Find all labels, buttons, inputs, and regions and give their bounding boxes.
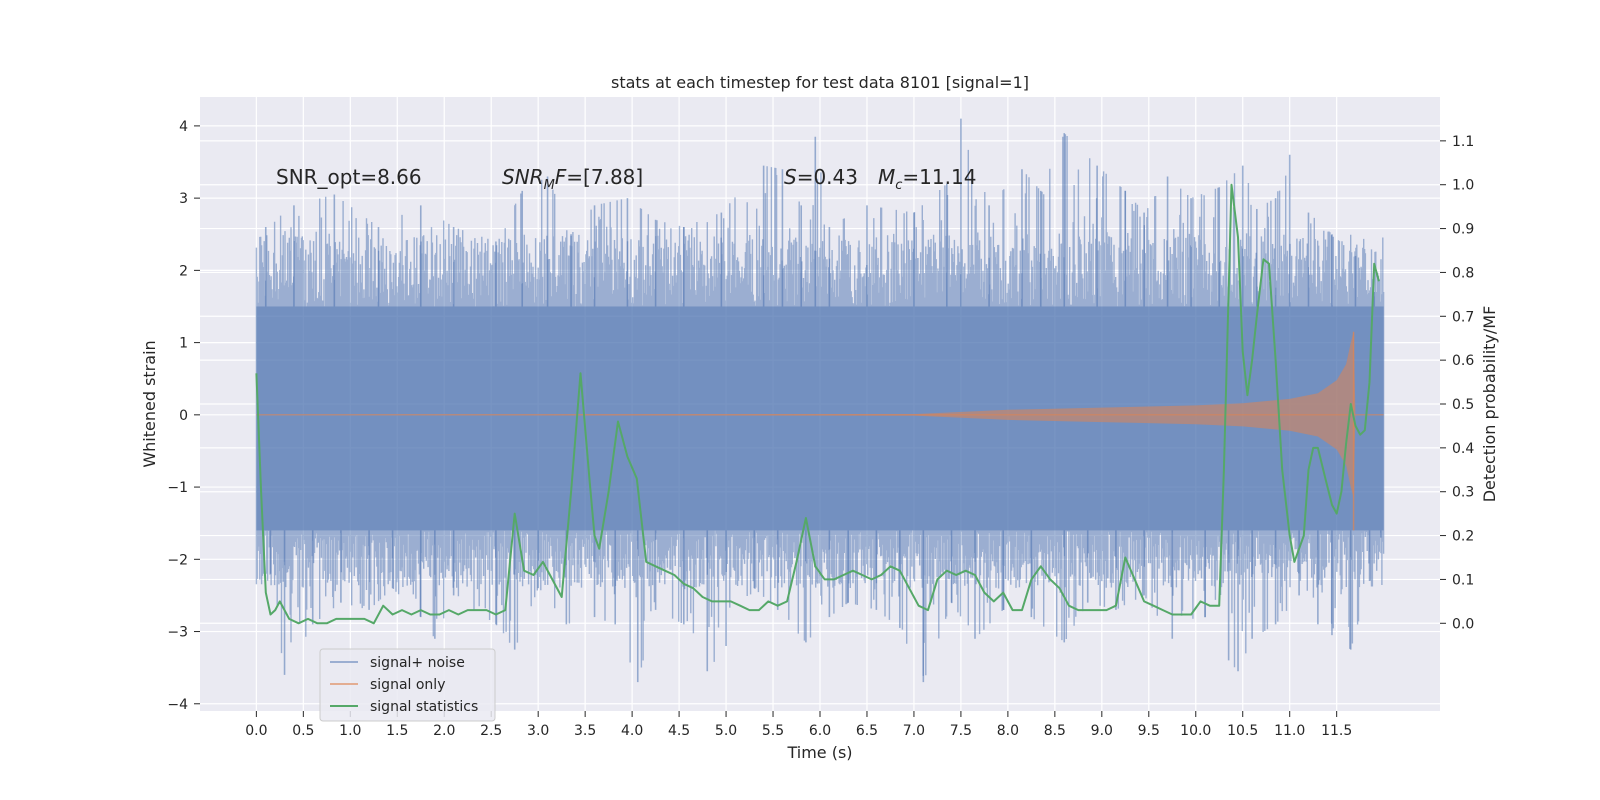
chart-title: stats at each timestep for test data 810…: [611, 73, 1029, 92]
snr-mf-value: =[7.88]: [566, 165, 643, 189]
x-tick-label: 2.5: [480, 723, 502, 739]
y-tick-label-left: 4: [179, 119, 188, 135]
x-tick-label: 9.5: [1138, 723, 1160, 739]
x-tick-label: 3.5: [574, 723, 596, 739]
annotation-snr-mf: SNRMF=[7.88]: [502, 165, 643, 193]
y-tick-label-right: 0.9: [1452, 222, 1474, 238]
legend-label-signal-only: signal only: [370, 677, 445, 693]
x-axis-ticks: 0.0 0.5 1.0 1.5 2.0 2.5 3.0 3.5 4.0 4.5 5.0 5.5 6.0 6…: [245, 711, 1352, 739]
y-tick-label-right: 0.0: [1452, 616, 1474, 632]
y-tick-label-left: −3: [167, 625, 188, 641]
x-tick-label: 5.0: [715, 723, 737, 739]
x-tick-label: 0.0: [245, 723, 267, 739]
y-tick-label-left: 2: [179, 263, 188, 279]
y-tick-label-right: 1.1: [1452, 134, 1474, 150]
signal-statistics-line: [255, 183, 1380, 625]
y-tick-label-right: 0.7: [1452, 309, 1474, 325]
legend-box: [319, 648, 496, 722]
x-tick-label: 6.5: [856, 723, 878, 739]
y-tick-label-right: 0.2: [1452, 529, 1474, 545]
annotation-snr-opt: SNR_opt=8.66: [276, 165, 422, 189]
y-tick-label-right: 0.6: [1452, 353, 1474, 369]
legend: signal+ noise signal only signal statist…: [319, 648, 496, 722]
snr-mf-tail: F: [555, 165, 567, 189]
y-tick-label-right: 0.8: [1452, 265, 1474, 281]
signal-only-series: [256, 331, 1384, 531]
x-tick-label: 8.5: [1044, 723, 1066, 739]
x-tick-label: 8.0: [997, 723, 1019, 739]
mc-sub: c: [895, 178, 902, 193]
y-tick-label-right: 0.5: [1452, 397, 1474, 413]
x-tick-label: 3.0: [527, 723, 549, 739]
y-tick-label-right: 1.0: [1452, 178, 1474, 194]
x-tick-label: 1.5: [386, 723, 408, 739]
y-axis-label-right: Detection probability/MF: [1480, 306, 1499, 503]
y-axis-label-left: Whitened strain: [140, 340, 159, 467]
legend-label-signal-statistics: signal statistics: [370, 699, 478, 715]
x-tick-label: 2.0: [433, 723, 455, 739]
x-tick-label: 7.0: [903, 723, 925, 739]
mc-value: =11.14: [902, 165, 976, 189]
x-tick-label: 4.0: [621, 723, 643, 739]
x-tick-label: 1.0: [339, 723, 361, 739]
mc-name: M: [878, 165, 895, 189]
legend-label-signal-noise: signal+ noise: [370, 655, 465, 671]
y-axis-left-ticks: −4 −3 −2 −1 0 1 2 3 4: [167, 119, 200, 713]
y-tick-label-left: −1: [167, 480, 188, 496]
s-value: =0.43: [797, 165, 858, 189]
y-tick-label-right: 0.4: [1452, 441, 1474, 457]
snr-mf-name: SNR: [502, 165, 544, 189]
annotation-mc: Mc=11.14: [878, 165, 976, 193]
y-tick-label-right: 0.1: [1452, 572, 1474, 588]
s-name: S: [784, 165, 797, 189]
y-tick-label-left: 1: [179, 336, 188, 352]
x-tick-label: 11.0: [1274, 723, 1305, 739]
y-tick-label-left: −4: [167, 697, 188, 713]
y-tick-label-right: 0.3: [1452, 485, 1474, 501]
x-tick-label: 0.5: [292, 723, 314, 739]
x-tick-label: 6.0: [809, 723, 831, 739]
y-axis-right-ticks: 0.0 0.1 0.2 0.3 0.4 0.5 0.6 0.7 0.8 0.9 1.0 1.1: [1440, 134, 1474, 632]
x-tick-label: 10.0: [1180, 723, 1211, 739]
y-tick-label-left: 0: [179, 408, 188, 424]
y-tick-label-left: 3: [179, 191, 188, 207]
x-tick-label: 7.5: [950, 723, 972, 739]
snr-mf-sub: M: [544, 178, 555, 193]
x-tick-label: 10.5: [1227, 723, 1258, 739]
x-tick-label: 5.5: [762, 723, 784, 739]
y-tick-label-left: −2: [167, 552, 188, 568]
annotation-s: S=0.43: [784, 165, 858, 189]
x-tick-label: 11.5: [1321, 723, 1352, 739]
x-axis-label: Time (s): [786, 743, 852, 762]
signal-statistics-series: [255, 183, 1380, 625]
x-tick-label: 4.5: [668, 723, 690, 739]
x-tick-label: 9.0: [1091, 723, 1113, 739]
